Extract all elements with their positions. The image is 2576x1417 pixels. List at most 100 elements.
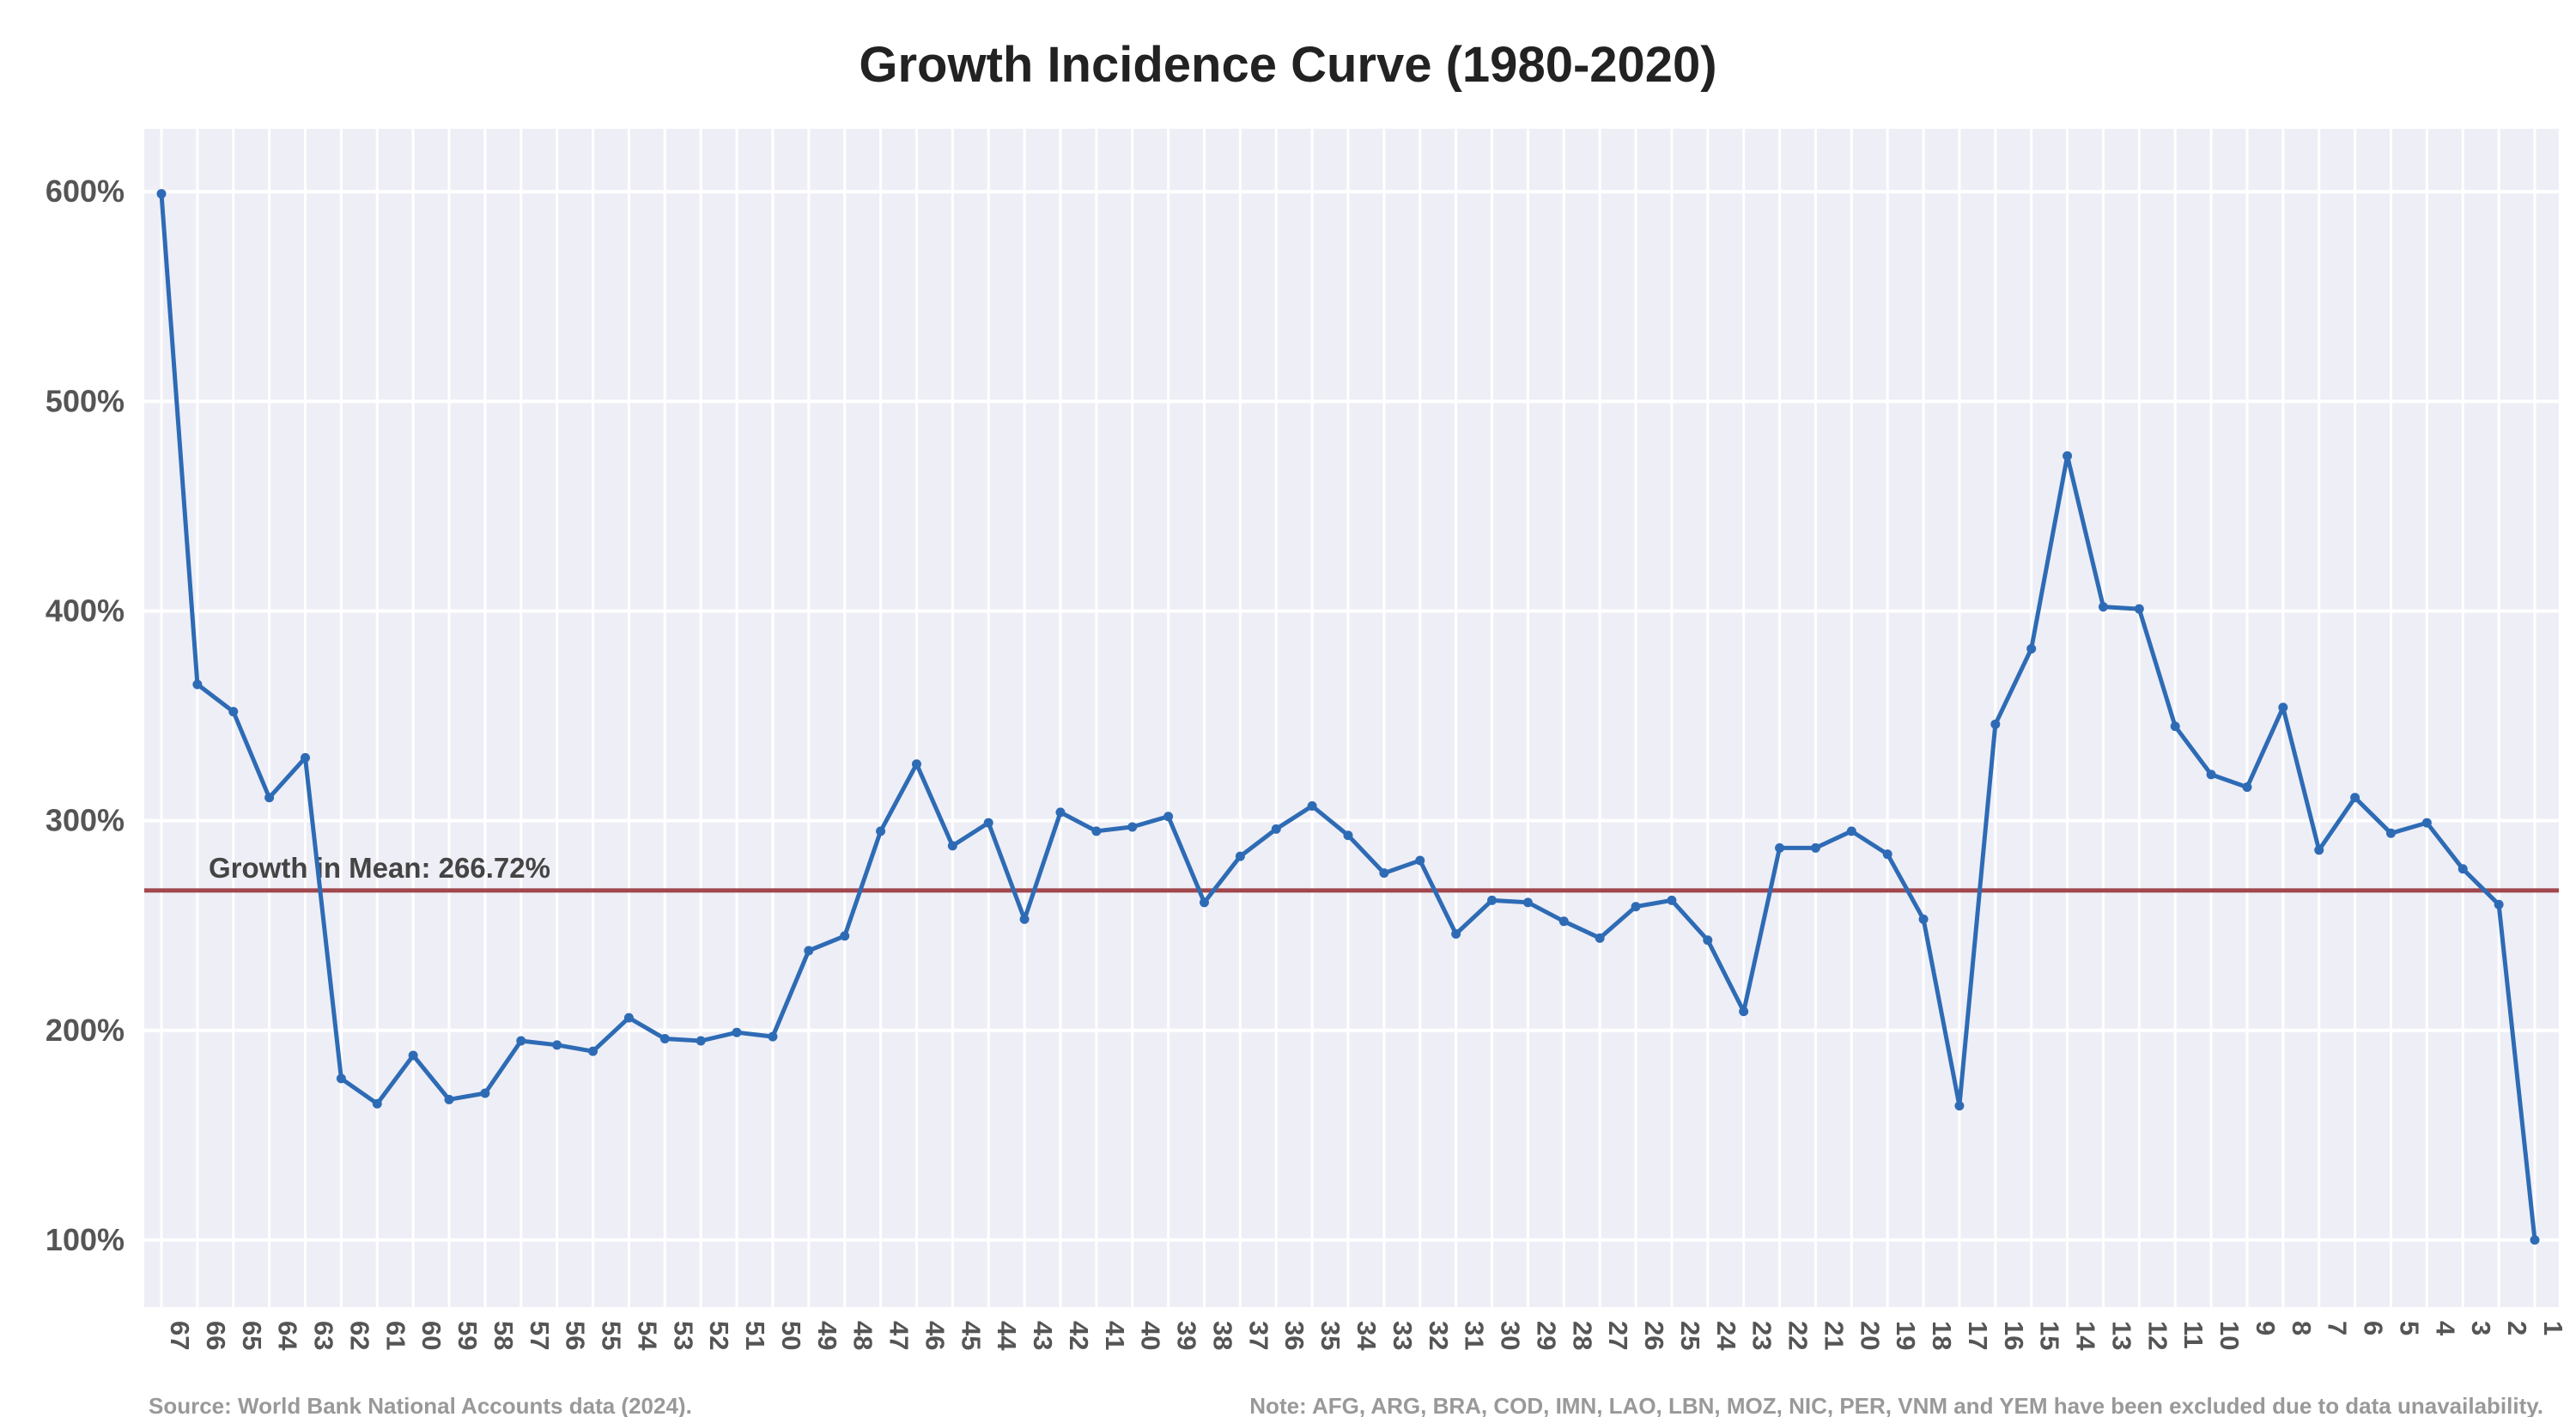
x-tick-label: 3 xyxy=(2466,1321,2496,1335)
data-point xyxy=(336,1073,346,1084)
data-point xyxy=(1595,933,1605,943)
x-tick-label: 29 xyxy=(1531,1321,1561,1350)
x-tick-label: 8 xyxy=(2287,1321,2317,1335)
data-point xyxy=(1739,1006,1749,1017)
data-point xyxy=(264,793,275,803)
exclusion-note: Note: AFG, ARG, BRA, COD, IMN, LAO, LBN,… xyxy=(1249,1393,2543,1417)
data-point xyxy=(876,826,886,836)
data-point xyxy=(444,1094,454,1104)
x-tick-label: 31 xyxy=(1460,1321,1490,1350)
x-tick-label: 28 xyxy=(1567,1321,1597,1350)
x-tick-label: 61 xyxy=(380,1321,410,1350)
x-tick-label: 5 xyxy=(2394,1321,2424,1335)
data-point xyxy=(1343,830,1353,841)
data-point xyxy=(408,1050,418,1061)
data-point xyxy=(1775,842,1785,853)
data-point xyxy=(1415,855,1425,866)
x-tick-label: 14 xyxy=(2071,1321,2101,1351)
x-tick-label: 20 xyxy=(1855,1321,1885,1350)
data-point xyxy=(696,1036,706,1046)
y-tick-label: 500% xyxy=(46,383,125,418)
x-tick-label: 22 xyxy=(1783,1321,1814,1350)
x-tick-label: 4 xyxy=(2430,1321,2460,1336)
data-point xyxy=(1019,914,1030,924)
x-tick-label: 40 xyxy=(1136,1321,1166,1350)
data-point xyxy=(301,752,311,763)
data-point xyxy=(1235,851,1245,861)
x-tick-label: 65 xyxy=(237,1321,267,1350)
data-point xyxy=(1127,822,1138,832)
data-point xyxy=(2170,721,2180,732)
x-tick-label: 44 xyxy=(992,1321,1022,1351)
x-tick-label: 66 xyxy=(201,1321,231,1350)
y-axis: 100% 200% 300% 400% 500% 600% xyxy=(46,173,125,1257)
data-point xyxy=(2458,864,2468,874)
x-tick-label: 18 xyxy=(1927,1321,1957,1350)
chart-title: Growth Incidence Curve (1980-2020) xyxy=(859,37,1716,93)
x-tick-label: 54 xyxy=(632,1321,662,1351)
x-tick-label: 23 xyxy=(1747,1321,1777,1350)
data-point xyxy=(1667,895,1677,905)
x-tick-label: 50 xyxy=(776,1321,806,1350)
x-tick-label: 45 xyxy=(956,1321,986,1350)
data-point xyxy=(1954,1101,1965,1111)
x-tick-label: 33 xyxy=(1388,1321,1418,1350)
x-tick-label: 38 xyxy=(1207,1321,1237,1350)
x-tick-label: 35 xyxy=(1315,1321,1346,1350)
x-tick-label: 21 xyxy=(1819,1321,1849,1350)
data-point xyxy=(516,1036,526,1046)
x-tick-label: 11 xyxy=(2178,1321,2208,1349)
data-point xyxy=(623,1013,634,1023)
data-point xyxy=(2314,845,2324,855)
x-tick-label: 16 xyxy=(1999,1321,2029,1350)
x-tick-label: 10 xyxy=(2215,1321,2245,1350)
x-tick-label: 17 xyxy=(1963,1321,1993,1350)
x-tick-label: 27 xyxy=(1603,1321,1633,1350)
data-point xyxy=(1487,895,1498,905)
data-point xyxy=(480,1088,490,1098)
data-point xyxy=(2385,828,2396,838)
plot-area xyxy=(144,129,2559,1307)
data-point xyxy=(2421,818,2432,828)
data-point xyxy=(2350,793,2360,803)
data-point xyxy=(1091,826,1102,836)
data-point xyxy=(192,679,203,690)
x-tick-label: 46 xyxy=(920,1321,950,1350)
data-point xyxy=(840,931,850,941)
y-tick-label: 100% xyxy=(46,1222,125,1257)
data-point xyxy=(2494,899,2504,909)
x-tick-label: 58 xyxy=(489,1321,519,1350)
data-point xyxy=(659,1034,670,1044)
x-tick-label: 26 xyxy=(1639,1321,1669,1350)
data-point xyxy=(983,818,993,828)
data-point xyxy=(552,1040,562,1050)
data-point xyxy=(588,1046,598,1056)
y-tick-label: 400% xyxy=(46,593,125,628)
x-tick-label: 6 xyxy=(2359,1321,2389,1335)
y-tick-label: 300% xyxy=(46,803,125,838)
x-tick-label: 19 xyxy=(1891,1321,1921,1350)
series-points xyxy=(156,189,2540,1245)
data-point xyxy=(2098,602,2108,612)
data-point xyxy=(1163,812,1174,822)
data-point xyxy=(372,1098,382,1109)
x-tick-label: 63 xyxy=(309,1321,339,1350)
x-tick-label: 51 xyxy=(740,1321,770,1350)
data-point xyxy=(732,1027,742,1037)
data-point xyxy=(911,759,921,769)
x-tick-label: 39 xyxy=(1172,1321,1202,1350)
data-point xyxy=(947,841,957,851)
data-point xyxy=(1055,807,1066,818)
data-point xyxy=(804,946,814,956)
x-tick-label: 30 xyxy=(1496,1321,1526,1350)
x-tick-label: 49 xyxy=(812,1321,842,1350)
data-point xyxy=(2206,769,2216,780)
data-point xyxy=(1846,826,1856,836)
data-point xyxy=(2063,451,2073,461)
source-note: Source: World Bank National Accounts dat… xyxy=(149,1393,692,1417)
y-tick-label: 600% xyxy=(46,173,125,209)
x-tick-label: 57 xyxy=(525,1321,555,1350)
data-point xyxy=(2278,702,2288,713)
data-point xyxy=(1199,897,1209,908)
